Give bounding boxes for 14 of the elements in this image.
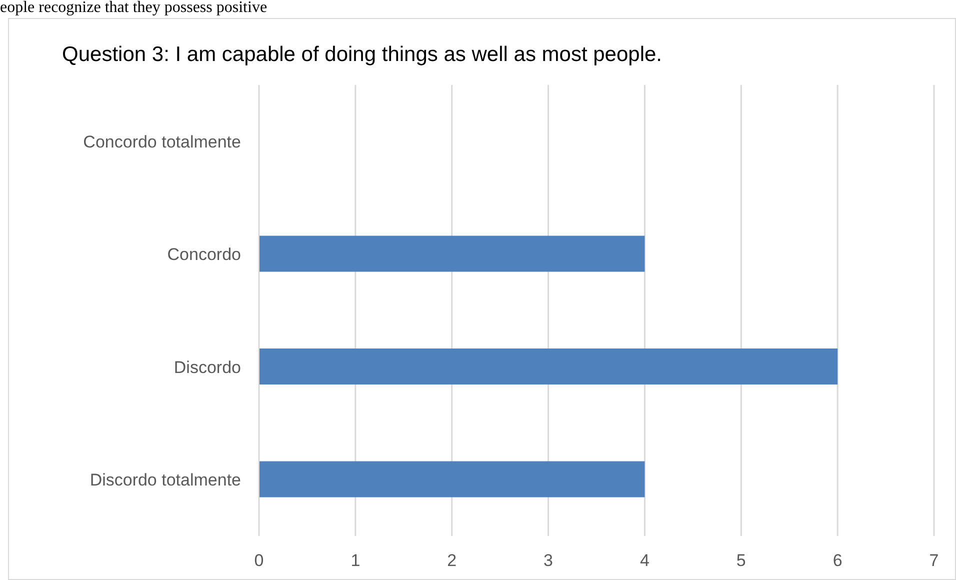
y-tick-label: Concordo totalmente <box>83 132 241 152</box>
y-tick-label: Discordo totalmente <box>90 470 241 490</box>
x-tick-label: 0 <box>254 551 264 570</box>
x-tick-label: 5 <box>736 551 746 570</box>
text: eople recognize that they possess positive <box>0 0 268 16</box>
x-tick-label: 6 <box>832 551 842 570</box>
chart-title: Question 3: I am capable of doing things as well as most people. <box>62 43 662 67</box>
x-tick-label: 4 <box>640 551 650 570</box>
x-tick-label: 2 <box>447 551 457 570</box>
y-tick-label: Concordo <box>167 245 241 264</box>
x-tick-label: 1 <box>350 551 360 570</box>
x-tick-label: 7 <box>929 551 939 570</box>
x-tick-label: 3 <box>544 551 554 570</box>
y-tick-label: Discordo <box>174 358 241 377</box>
